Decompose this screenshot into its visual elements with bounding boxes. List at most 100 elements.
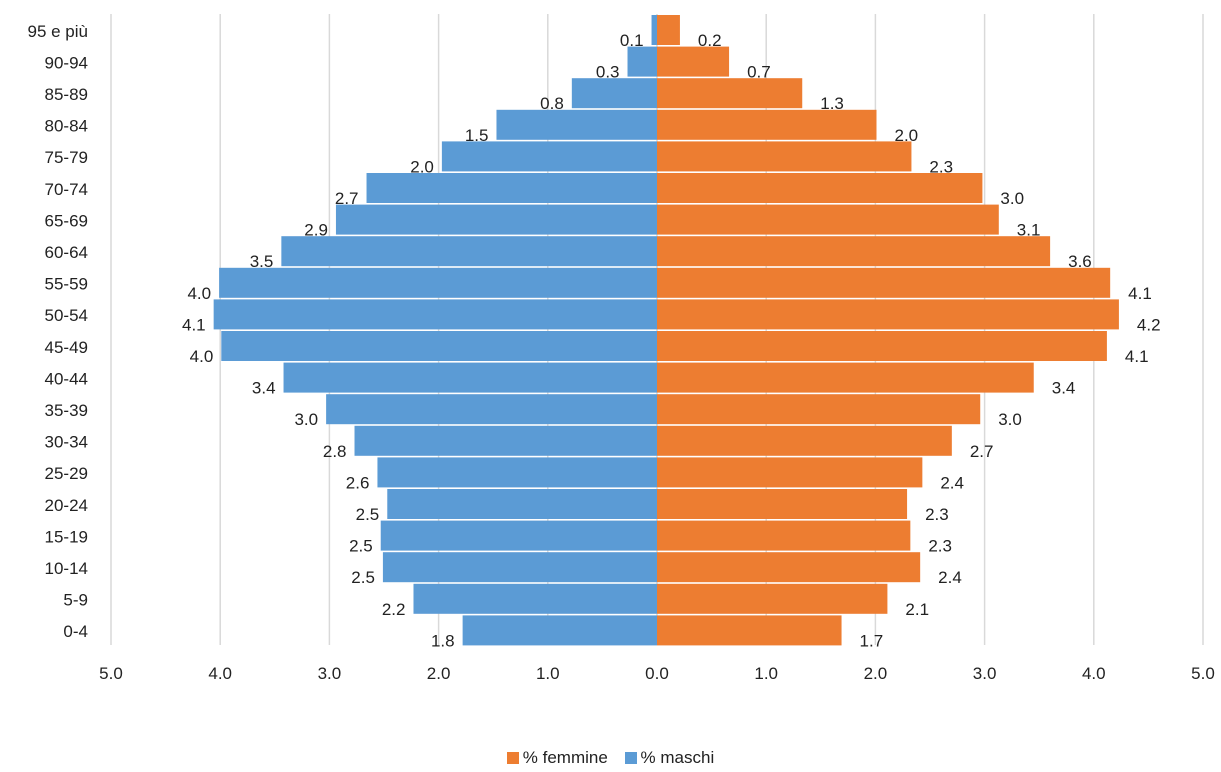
x-tick-label: 0.0	[645, 664, 669, 683]
bars	[213, 15, 1119, 646]
data-label-femmine: 0.7	[747, 63, 771, 82]
category-label: 90-94	[45, 53, 88, 72]
category-label: 15-19	[45, 527, 88, 546]
category-label: 80-84	[45, 117, 88, 136]
bar-maschi	[387, 489, 657, 519]
bar-maschi	[441, 141, 657, 172]
legend: % femmine % maschi	[0, 748, 1221, 769]
x-tick-label: 1.0	[754, 664, 778, 683]
data-label-femmine: 2.1	[905, 600, 929, 619]
data-label-maschi: 3.5	[250, 252, 274, 271]
data-label-femmine: 2.7	[970, 442, 994, 461]
bar-maschi	[219, 267, 657, 298]
data-label-femmine: 0.2	[698, 31, 722, 50]
data-label-maschi: 1.8	[431, 631, 455, 650]
category-label: 10-14	[45, 559, 88, 578]
category-label: 40-44	[45, 369, 88, 388]
data-label-maschi: 3.4	[252, 379, 276, 398]
bar-maschi	[326, 394, 657, 425]
data-label-maschi: 2.5	[356, 505, 380, 524]
legend-label-maschi: % maschi	[640, 748, 715, 767]
bar-maschi	[651, 15, 657, 45]
bar-maschi	[354, 425, 657, 456]
data-label-femmine: 1.7	[860, 631, 884, 650]
bar-femmine	[657, 78, 803, 109]
bar-femmine	[657, 15, 680, 45]
bar-maschi	[380, 520, 657, 551]
legend-swatch-femmine	[506, 752, 519, 764]
bar-maschi	[366, 173, 657, 203]
bar-maschi	[283, 362, 657, 393]
category-label: 75-79	[45, 148, 88, 167]
data-label-femmine: 2.4	[938, 568, 962, 587]
data-label-maschi: 2.0	[410, 157, 434, 176]
data-label-maschi: 0.1	[620, 31, 644, 50]
legend-label-femmine: % femmine	[522, 748, 608, 767]
data-label-femmine: 2.3	[929, 157, 953, 176]
bar-femmine	[657, 394, 981, 425]
bar-femmine	[657, 204, 999, 235]
x-tick-label: 3.0	[973, 664, 997, 683]
bar-femmine	[657, 331, 1107, 361]
data-label-femmine: 3.6	[1068, 252, 1092, 271]
category-label: 20-24	[45, 496, 88, 515]
x-tick-label: 1.0	[536, 664, 560, 683]
category-label: 30-34	[45, 433, 88, 452]
bar-femmine	[657, 520, 911, 551]
data-label-femmine: 3.0	[998, 410, 1022, 429]
data-label-femmine: 2.4	[940, 473, 964, 492]
bar-femmine	[657, 615, 842, 646]
bar-femmine	[657, 299, 1119, 330]
category-label: 50-54	[45, 306, 88, 325]
data-labels: 0.1 0.20.3 0.70.8 1.31.5 2.02.0 2.32.7 3.02.9 3…	[182, 31, 1161, 650]
data-label-maschi: 0.3	[596, 63, 620, 82]
category-label: 0-4	[63, 622, 88, 641]
bar-maschi	[281, 236, 657, 267]
category-label: 70-74	[45, 180, 88, 199]
x-tick-label: 5.0	[99, 664, 123, 683]
data-label-maschi: 2.6	[346, 473, 370, 492]
value-axis: 5.0 4.0 3.0 2.0 1.0 0.0 1.0 2.0 3.0 4.0 5.0	[99, 664, 1215, 683]
bar-maschi	[377, 457, 657, 488]
bar-femmine	[657, 267, 1111, 298]
bar-maschi	[335, 204, 657, 235]
bar-femmine	[657, 109, 877, 140]
data-label-maschi: 2.7	[335, 189, 359, 208]
x-tick-label: 2.0	[427, 664, 451, 683]
data-label-maschi: 2.5	[351, 568, 375, 587]
data-label-maschi: 2.9	[304, 221, 328, 240]
bar-femmine	[657, 489, 908, 519]
data-label-maschi: 4.0	[190, 347, 214, 366]
bar-femmine	[657, 173, 983, 203]
bar-femmine	[657, 425, 952, 456]
category-label: 45-49	[45, 338, 88, 357]
bar-maschi	[496, 109, 657, 140]
data-label-femmine: 2.3	[925, 505, 949, 524]
x-tick-label: 5.0	[1191, 664, 1215, 683]
bar-femmine	[657, 141, 912, 172]
data-label-femmine: 2.3	[928, 537, 952, 556]
category-axis: 95 e più 90-94 85-89 80-84 75-79 70-74 65-69 60…	[28, 22, 89, 641]
data-label-femmine: 2.0	[894, 126, 918, 145]
data-label-maschi: 0.8	[540, 94, 564, 113]
bar-femmine	[657, 46, 730, 77]
bar-maschi	[382, 552, 657, 583]
data-label-femmine: 4.1	[1128, 284, 1152, 303]
data-label-femmine: 4.2	[1137, 315, 1161, 334]
bar-maschi	[627, 46, 657, 77]
category-label: 55-59	[45, 275, 88, 294]
bar-femmine	[657, 457, 923, 488]
category-label: 5-9	[63, 591, 88, 610]
data-label-maschi: 2.5	[349, 537, 373, 556]
data-label-femmine: 3.0	[1000, 189, 1024, 208]
x-tick-label: 4.0	[208, 664, 232, 683]
bar-femmine	[657, 583, 888, 614]
data-label-maschi: 3.0	[294, 410, 318, 429]
x-tick-label: 4.0	[1082, 664, 1106, 683]
category-label: 85-89	[45, 85, 88, 104]
bar-maschi	[213, 299, 657, 330]
bar-femmine	[657, 236, 1051, 267]
data-label-maschi: 4.1	[182, 315, 206, 334]
data-label-femmine: 4.1	[1125, 347, 1149, 366]
data-label-maschi: 1.5	[465, 126, 489, 145]
